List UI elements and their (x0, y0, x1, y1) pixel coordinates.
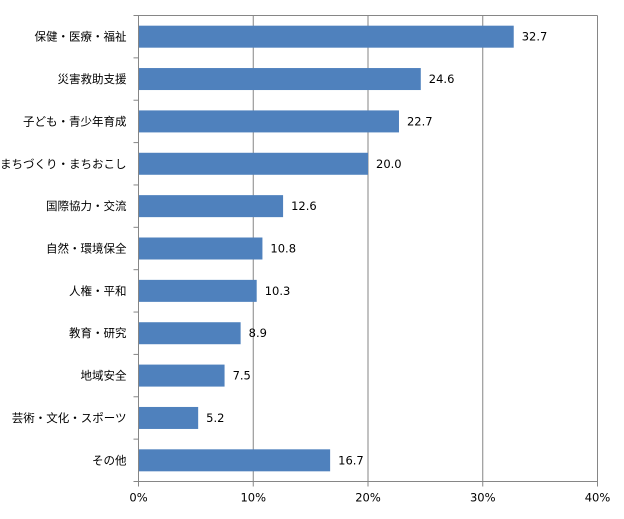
category-label: 教育・研究 (69, 326, 127, 340)
bar (138, 237, 263, 260)
category-label: その他 (92, 453, 127, 467)
bar (138, 110, 399, 133)
x-tick-label: 10% (240, 491, 266, 505)
bar (138, 152, 368, 175)
category-label: 人権・平和 (69, 284, 127, 298)
bar (138, 25, 514, 48)
data-label: 16.7 (338, 453, 364, 467)
data-label: 24.6 (429, 72, 455, 86)
data-label: 22.7 (407, 114, 433, 128)
data-label: 5.2 (206, 411, 224, 425)
data-label: 10.3 (265, 284, 291, 298)
labels: 0% 10% 20% 30% 40% 保健・医療・福祉 32.7 災害救助支援 24.6 子ども・… (0, 30, 610, 505)
category-label: まちづくり・まちおこし (0, 157, 127, 171)
category-label: 災害救助支援 (58, 72, 127, 86)
bar (138, 195, 284, 218)
category-label: 国際協力・交流 (46, 199, 127, 213)
bar (138, 364, 225, 387)
category-label: 地域安全 (81, 369, 127, 383)
x-tick-label: 0% (129, 491, 147, 505)
axes (133, 15, 598, 487)
bar (138, 449, 331, 472)
category-label: 保健・医療・福祉 (35, 30, 127, 44)
category-label: 芸術・文化・スポーツ (12, 411, 127, 425)
bar (138, 279, 257, 302)
category-label: 子ども・青少年育成 (23, 114, 127, 128)
x-tick-label: 30% (470, 491, 496, 505)
x-tick-label: 20% (355, 491, 381, 505)
category-label: 自然・環境保全 (46, 242, 127, 256)
bar (138, 406, 199, 429)
bar (138, 322, 241, 345)
data-label: 8.9 (249, 326, 267, 340)
data-label: 7.5 (233, 369, 251, 383)
x-tick-label: 40% (585, 491, 611, 505)
data-label: 10.8 (270, 242, 296, 256)
bars (138, 25, 514, 472)
bar (138, 68, 421, 91)
data-label: 32.7 (522, 30, 548, 44)
data-label: 12.6 (291, 199, 317, 213)
data-label: 20.0 (376, 157, 402, 171)
